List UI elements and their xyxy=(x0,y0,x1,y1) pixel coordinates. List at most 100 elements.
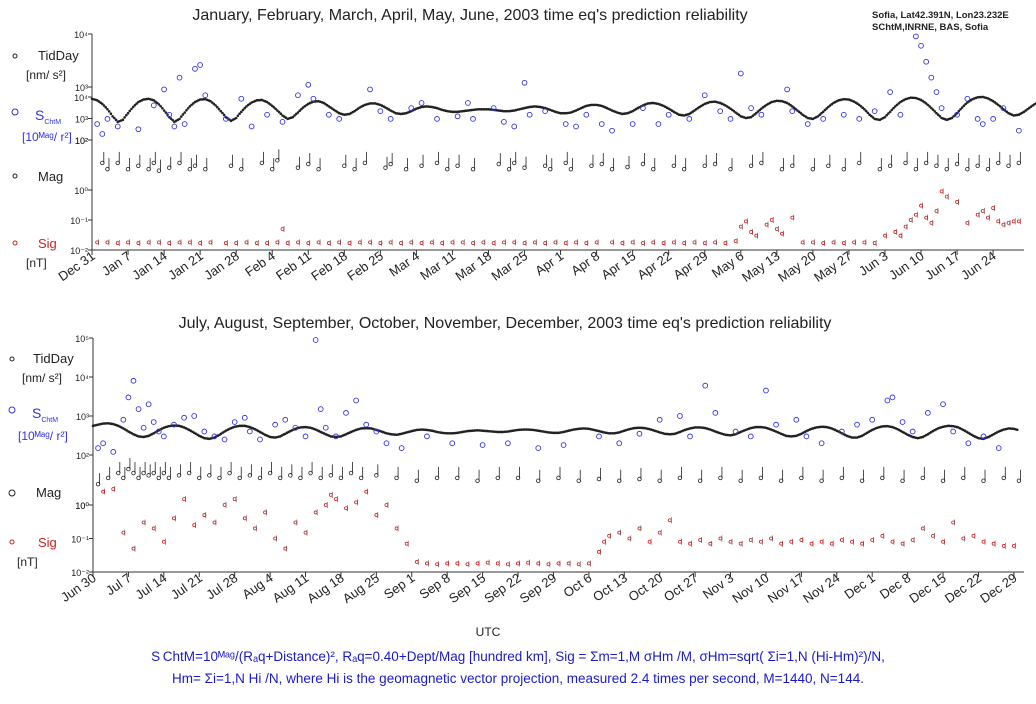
tidday-point xyxy=(155,101,159,105)
mag-point xyxy=(141,470,146,476)
sig-point xyxy=(208,240,213,245)
sig-point xyxy=(919,203,923,208)
tidday-point xyxy=(179,115,183,118)
mag-point xyxy=(880,475,885,481)
sig-point xyxy=(192,523,197,528)
tidday-point xyxy=(930,106,933,110)
x-tick-label: Jul 28 xyxy=(203,570,240,602)
x-tick-label: Mar 25 xyxy=(488,248,530,283)
sig-point xyxy=(738,224,743,229)
schtm-point xyxy=(125,394,132,401)
sig-point xyxy=(944,194,949,199)
mag-point xyxy=(1006,163,1011,168)
schtm-point xyxy=(150,419,157,425)
tidday-point xyxy=(130,107,133,111)
mag-point xyxy=(819,478,824,483)
sig-point xyxy=(306,241,311,245)
schtm-point xyxy=(223,116,229,122)
mag-point xyxy=(841,166,846,172)
tidday-point xyxy=(215,105,219,109)
legend-tidday-2: TidDay xyxy=(33,351,74,366)
sig-point xyxy=(419,241,424,245)
schtm-point xyxy=(135,406,142,412)
sig-point xyxy=(893,230,898,234)
y-tick-label: 10⁻¹ xyxy=(70,216,88,226)
sig-point xyxy=(641,241,645,245)
sig-point xyxy=(435,562,439,567)
mag-point xyxy=(247,473,253,478)
schtm-point xyxy=(979,121,986,127)
x-tick-label: Jul 21 xyxy=(168,570,205,602)
sig-point xyxy=(597,549,601,554)
sig-point xyxy=(764,222,769,227)
schtm-point xyxy=(434,116,440,122)
mag-point xyxy=(790,163,795,168)
schtm-point xyxy=(171,123,178,130)
schtm-point xyxy=(1016,127,1022,134)
x-tick-label: Dec 15 xyxy=(906,570,948,606)
schtm-point xyxy=(804,121,811,127)
schtm-point xyxy=(100,440,106,447)
tidday-point xyxy=(864,109,868,113)
mag-point xyxy=(934,163,939,168)
mag-point xyxy=(239,166,244,172)
sig-point xyxy=(790,215,795,220)
tidday-point xyxy=(135,102,138,105)
x-tick-label: Jul 14 xyxy=(133,570,170,602)
mag-point xyxy=(186,470,192,476)
schtm-point xyxy=(717,108,724,115)
mag-point xyxy=(227,470,232,476)
sig-point xyxy=(708,541,713,546)
mag-point xyxy=(697,478,703,483)
schtm-point xyxy=(181,414,187,421)
mag-point xyxy=(522,165,527,170)
mag-point xyxy=(207,473,212,478)
mag-point xyxy=(944,166,949,172)
tidday-point xyxy=(959,107,962,111)
schtm-point xyxy=(727,116,734,122)
schtm-point xyxy=(789,108,796,115)
tidday-point xyxy=(131,105,135,109)
sig-point xyxy=(955,200,959,204)
mag-point xyxy=(176,473,182,478)
tidday-point xyxy=(758,108,761,112)
sig-point xyxy=(111,487,116,491)
tidday-point xyxy=(931,108,935,111)
x-tick-label: Aug 4 xyxy=(239,570,275,602)
schtm-point xyxy=(640,105,646,111)
mag-point xyxy=(115,160,120,166)
tidday-point xyxy=(933,110,937,113)
tidday-point xyxy=(104,106,108,109)
schtm-point xyxy=(1000,105,1007,111)
sig-point xyxy=(718,536,723,541)
sig-point xyxy=(682,241,687,245)
mag-point xyxy=(288,473,293,478)
schtm-point xyxy=(135,126,142,133)
mag-point xyxy=(308,470,313,476)
sig-point xyxy=(146,240,151,245)
mag-point xyxy=(116,470,121,476)
sig-point xyxy=(368,240,372,245)
mag-point xyxy=(839,475,845,481)
tidday-point xyxy=(186,106,190,110)
sig-point xyxy=(212,520,217,525)
sig-point xyxy=(951,520,956,525)
mag-point xyxy=(270,166,275,172)
schtm-point xyxy=(803,433,810,440)
x-tick-label: Sep 15 xyxy=(446,570,488,606)
schtm-point xyxy=(130,377,137,384)
schtm-point xyxy=(818,440,825,447)
mag-point xyxy=(403,166,409,172)
mag-point xyxy=(121,475,126,481)
mag-point xyxy=(316,166,321,172)
schtm-point xyxy=(686,116,693,122)
schtm-point xyxy=(869,416,876,423)
mag-point xyxy=(877,166,883,172)
schtm-point xyxy=(923,58,930,65)
schtm-point xyxy=(747,433,754,440)
x-tick-label: Oct 6 xyxy=(561,570,595,600)
location-label: Sofia, Lat42.391N, Lon23.232E xyxy=(872,10,1009,21)
schtm-point xyxy=(238,95,245,102)
sig-point xyxy=(903,224,908,229)
sig-point xyxy=(404,541,409,546)
